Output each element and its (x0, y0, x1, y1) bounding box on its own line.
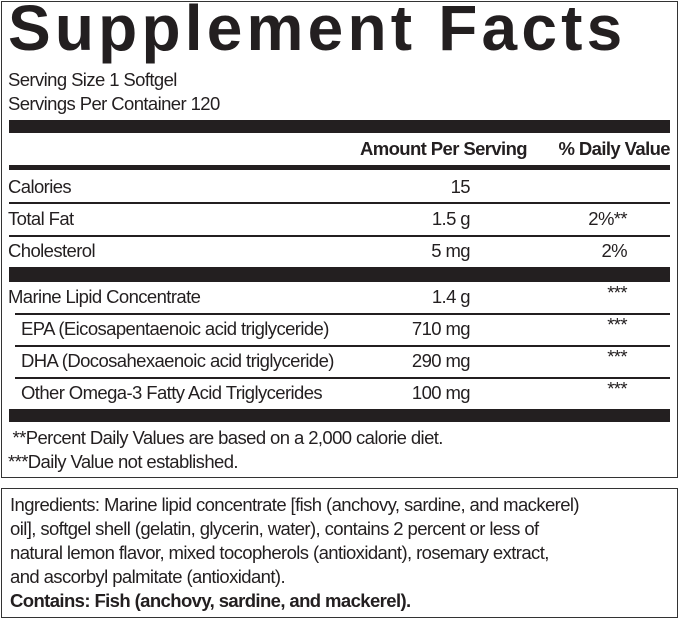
row-divider (15, 345, 670, 347)
row-divider (15, 313, 670, 315)
nutrient-dv: *** (607, 378, 627, 399)
row-divider (15, 377, 670, 379)
supplement-facts-panel: Supplement Facts Serving Size 1 Softgel … (1, 0, 678, 478)
ingredients-text: Ingredients: Marine lipid concentrate [f… (10, 493, 580, 613)
nutrient-dv: 2% (601, 240, 627, 261)
ingredients-line: natural lemon flavor, mixed tocopherols … (10, 542, 549, 563)
ingredients-line: Ingredients: Marine lipid concentrate [f… (10, 494, 580, 515)
footnote-percent-dv: **Percent Daily Values are based on a 2,… (8, 427, 444, 448)
thick-divider (9, 267, 670, 282)
nutrient-dv: *** (607, 282, 627, 303)
nutrient-amount: 15 (450, 176, 471, 197)
nutrient-amount: 5 mg (431, 240, 470, 261)
row-divider (9, 235, 670, 237)
nutrient-name: Other Omega-3 Fatty Acid Triglycerides (21, 382, 323, 403)
panel-title: Supplement Facts (8, 0, 627, 64)
nutrient-dv: *** (607, 314, 627, 335)
nutrient-name: Marine Lipid Concentrate (8, 286, 201, 307)
nutrient-name: Total Fat (8, 208, 74, 229)
header-daily-value: % Daily Value (558, 138, 671, 159)
nutrient-amount: 290 mg (411, 350, 471, 371)
ingredients-line: oil], softgel shell (gelatin, glycerin, … (10, 518, 539, 539)
row-divider (9, 202, 670, 204)
nutrient-dv: *** (607, 346, 627, 367)
thick-divider (9, 120, 670, 133)
nutrient-amount: 1.5 g (431, 208, 471, 229)
ingredients-line: and ascorbyl palmitate (antioxidant). (10, 566, 286, 587)
medium-divider (9, 165, 670, 170)
nutrient-amount: 710 mg (411, 318, 471, 339)
nutrient-dv: 2%** (588, 208, 627, 229)
footnote-dv-not-established: ***Daily Value not established. (8, 451, 239, 472)
ingredients-panel: Ingredients: Marine lipid concentrate [f… (1, 488, 678, 618)
servings-per-container: Servings Per Container 120 (8, 93, 220, 114)
nutrient-name: EPA (Eicosapentaenoic acid triglyceride) (21, 318, 329, 339)
nutrient-amount: 1.4 g (431, 286, 471, 307)
nutrient-name: Cholesterol (8, 240, 96, 261)
nutrient-name: Calories (8, 176, 72, 197)
serving-size: Serving Size 1 Softgel (8, 69, 177, 90)
allergen-statement: Contains: Fish (anchovy, sardine, and ma… (10, 590, 411, 611)
nutrient-amount: 100 mg (411, 382, 471, 403)
header-amount: Amount Per Serving (359, 138, 528, 159)
nutrient-name: DHA (Docosahexaenoic acid triglyceride) (21, 350, 334, 371)
thick-divider (9, 409, 670, 422)
